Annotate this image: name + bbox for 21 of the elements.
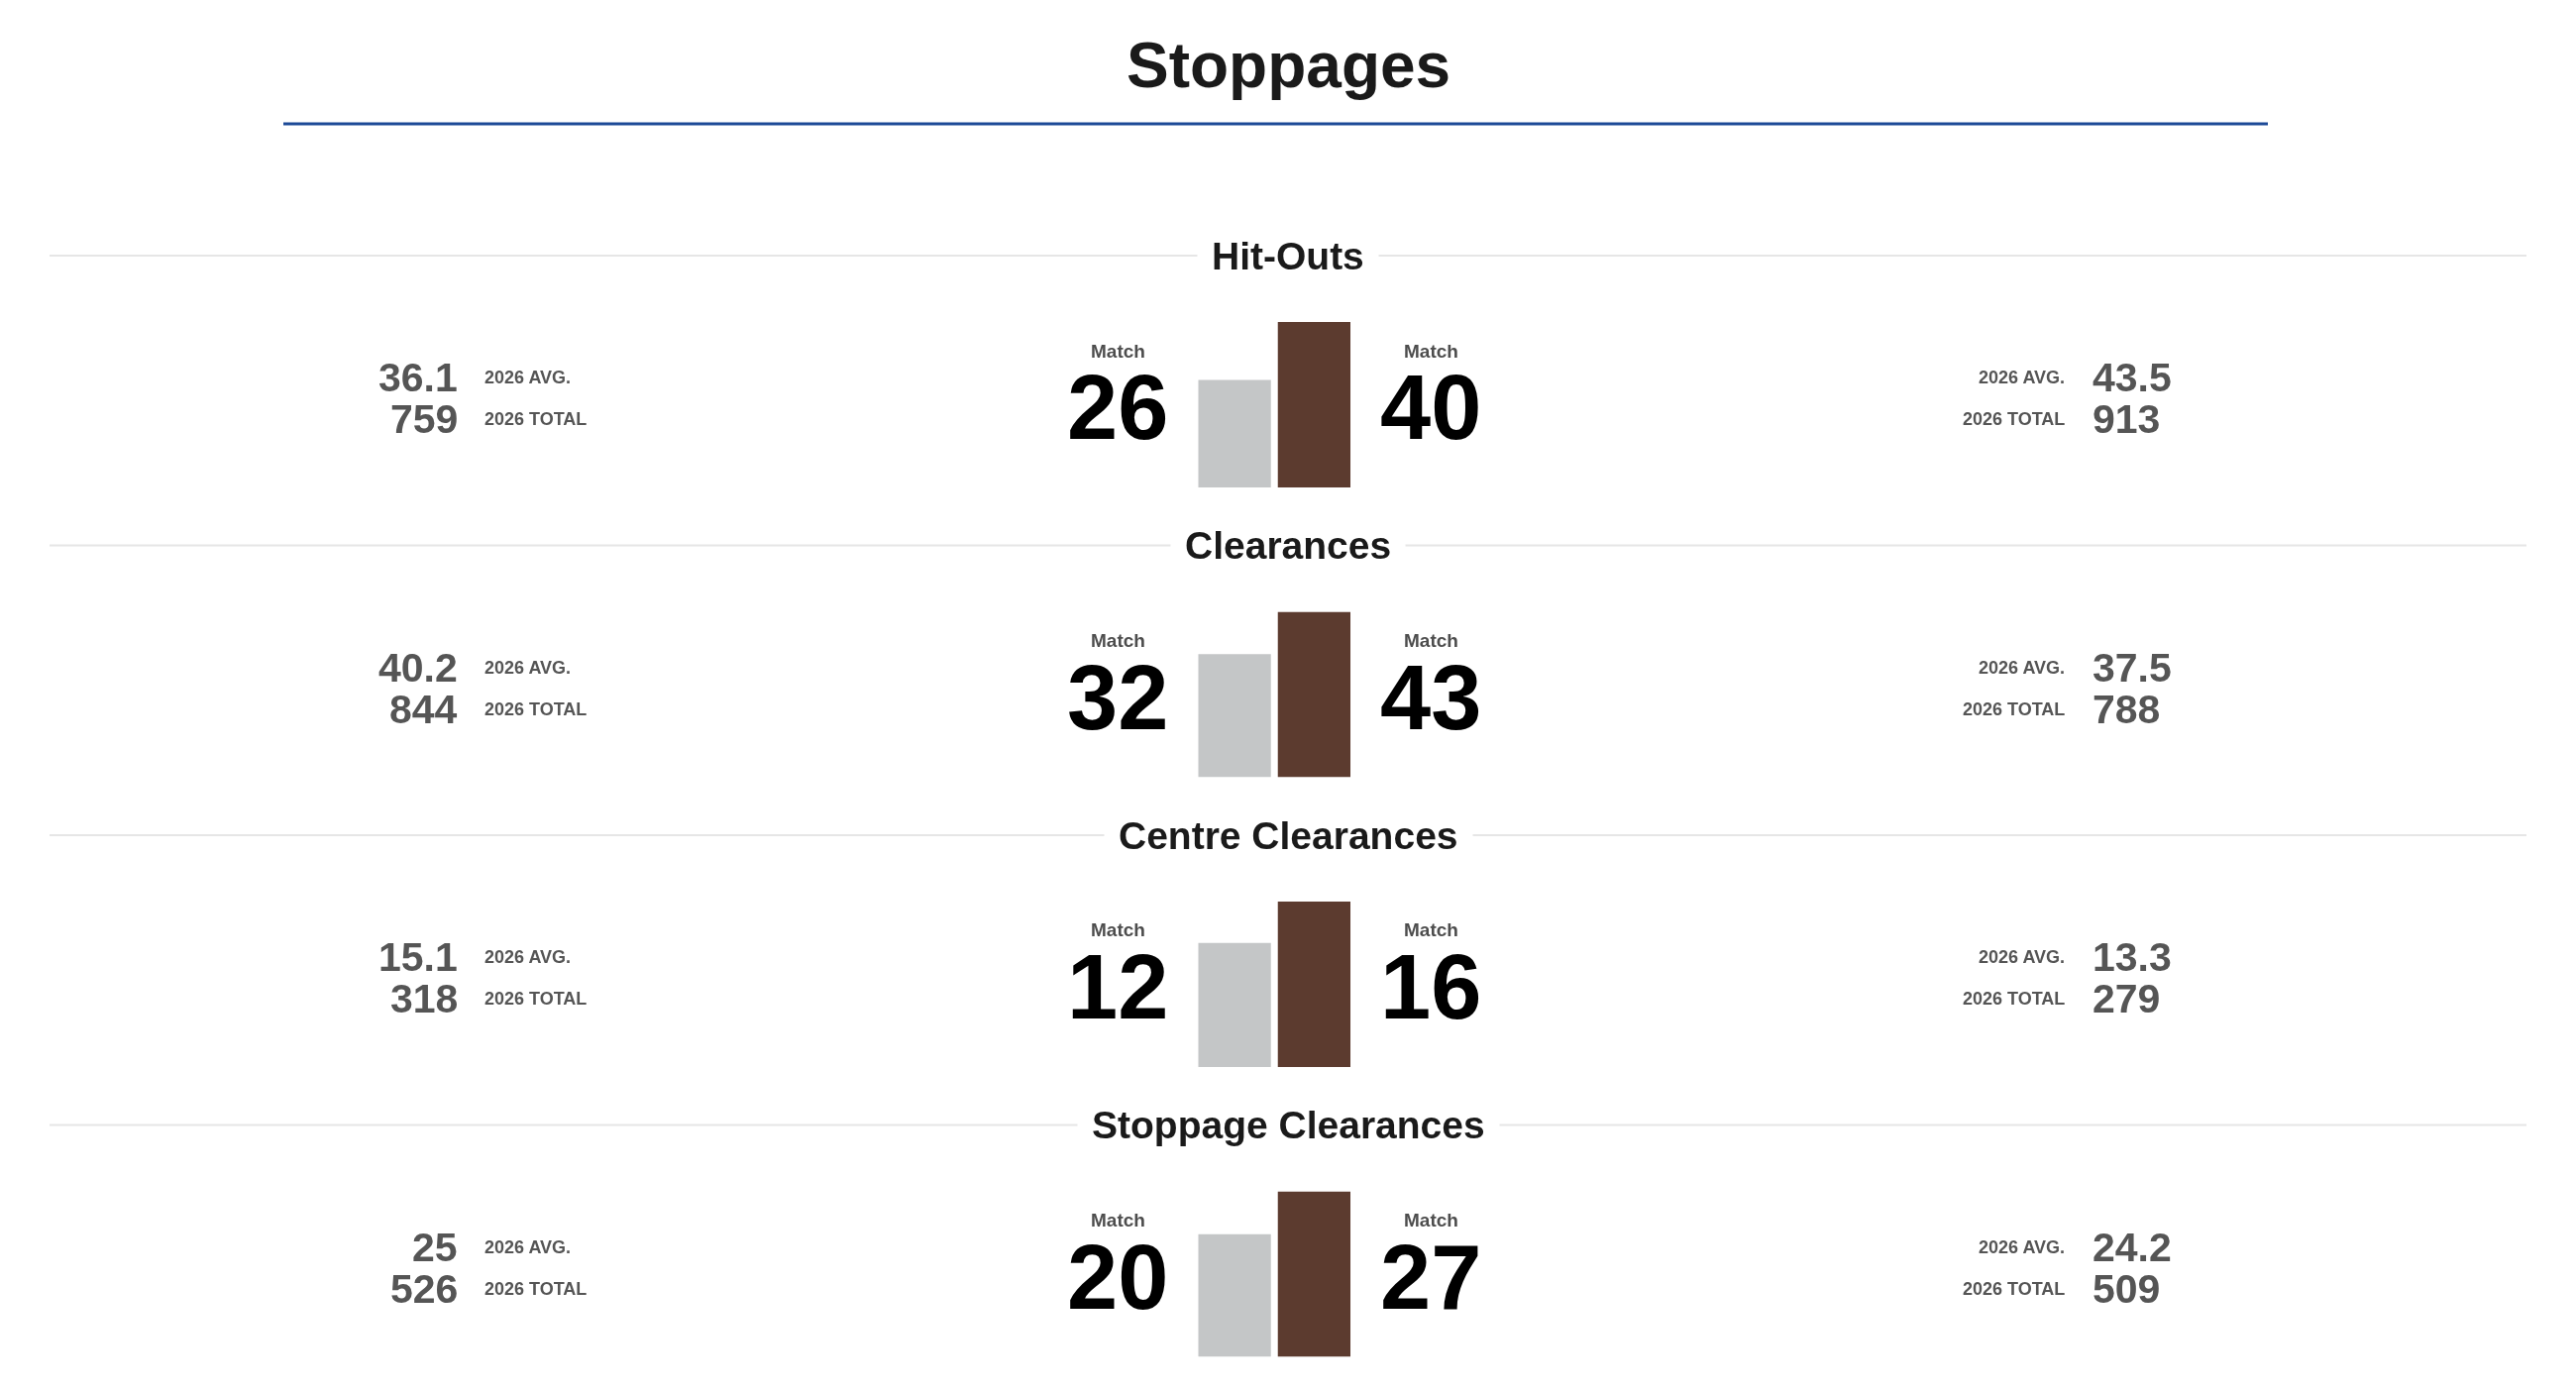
text: Stoppages: [1127, 30, 1451, 101]
text: 2026 TOTAL: [1963, 409, 2066, 429]
text: 2026 AVG.: [484, 947, 572, 967]
chart-title: Stoppage Clearances: [1092, 1104, 1485, 1146]
text: 2026 TOTAL: [484, 989, 588, 1009]
text: 2026 TOTAL: [484, 409, 588, 429]
text: 2026 AVG.: [1979, 658, 2066, 678]
chart-title: Centre Clearances: [1119, 814, 1458, 857]
text: 2026 TOTAL: [1963, 699, 2066, 719]
text: 2026 AVG.: [484, 368, 572, 387]
chart-title: Hit-Outs: [1212, 235, 1364, 277]
text: 2026 TOTAL: [1963, 989, 2066, 1009]
text: 2026 AVG.: [1979, 1237, 2066, 1257]
text: 2026 AVG.: [484, 1237, 572, 1257]
text: 2026 TOTAL: [1963, 1279, 2066, 1299]
text: 2026 TOTAL: [484, 699, 588, 719]
text: 2026 AVG.: [1979, 947, 2066, 967]
chart-title: Clearances: [1185, 524, 1392, 567]
text: 2026 AVG.: [1979, 368, 2066, 387]
text: 2026 AVG.: [484, 658, 572, 678]
text: 2026 TOTAL: [484, 1279, 588, 1299]
